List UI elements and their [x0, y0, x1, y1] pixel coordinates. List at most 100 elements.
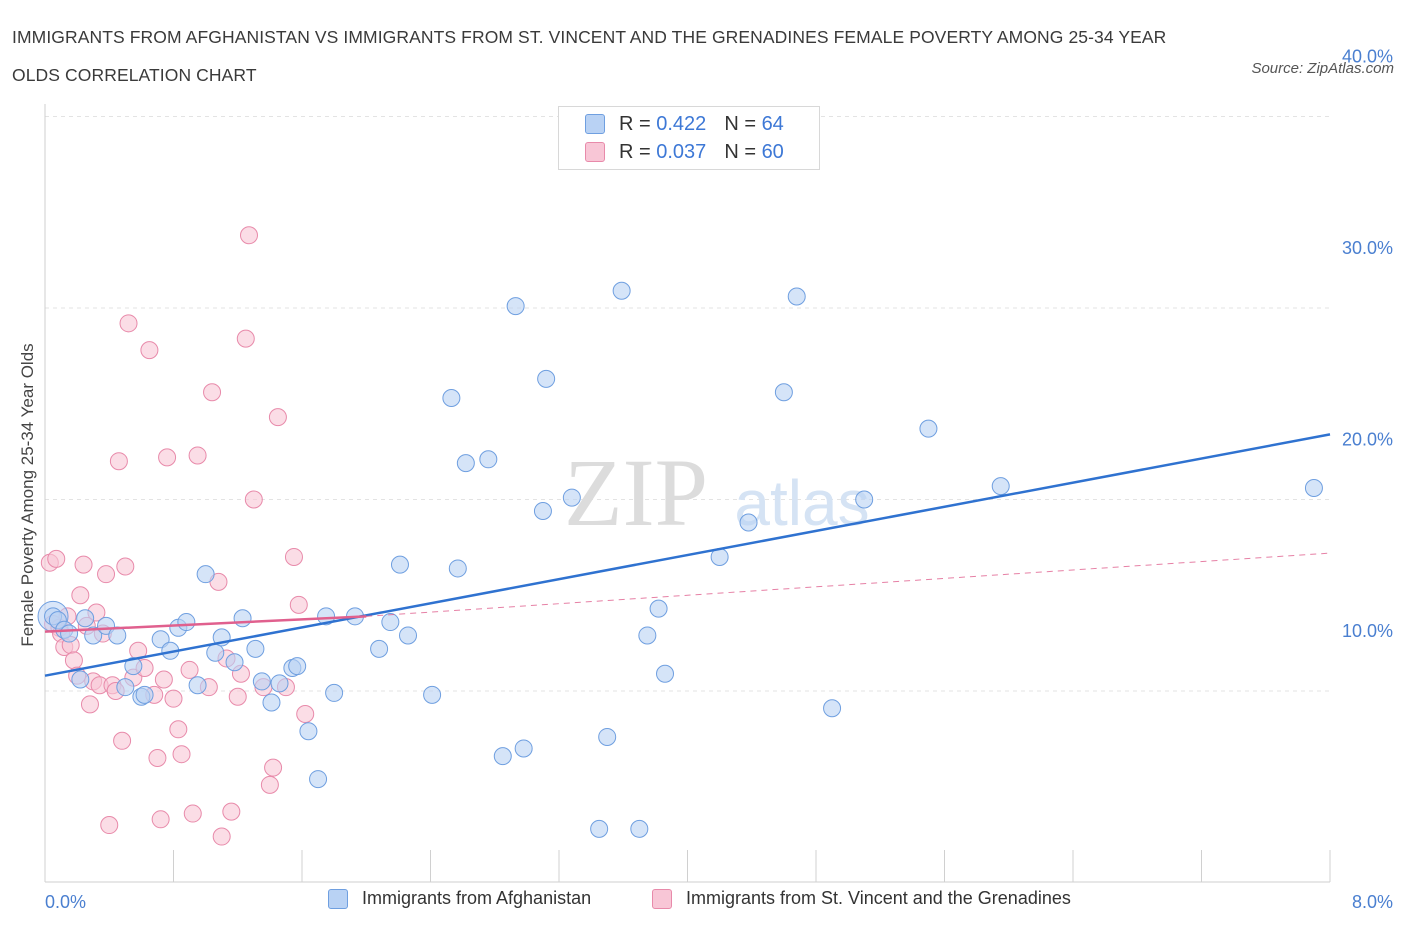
- data-point-st-vincent: [97, 565, 116, 584]
- data-point-afghanistan: [225, 653, 244, 672]
- legend-n-label: N =: [724, 112, 756, 135]
- data-point-st-vincent: [222, 802, 241, 821]
- y-tick-label: 20.0%: [1342, 430, 1393, 450]
- data-point-st-vincent: [169, 720, 188, 739]
- data-point-afghanistan: [630, 819, 649, 838]
- legend-swatch-pink: [585, 142, 605, 162]
- data-point-afghanistan: [206, 643, 225, 662]
- data-point-afghanistan: [124, 657, 143, 676]
- data-point-st-vincent: [64, 651, 83, 670]
- data-point-afghanistan: [649, 599, 668, 618]
- data-point-st-vincent: [109, 452, 128, 471]
- source-label: Source: ZipAtlas.com: [1251, 60, 1394, 77]
- x-tick-label: 0.0%: [45, 892, 86, 912]
- data-point-st-vincent: [71, 586, 90, 605]
- y-tick-label: 10.0%: [1342, 621, 1393, 641]
- data-point-st-vincent: [140, 341, 159, 360]
- legend-r-label: R =: [619, 112, 651, 135]
- data-point-afghanistan: [116, 678, 135, 697]
- data-point-st-vincent: [154, 670, 173, 689]
- data-point-st-vincent: [151, 810, 170, 829]
- legend-n-value: 60: [761, 140, 784, 163]
- data-point-afghanistan: [84, 626, 103, 645]
- data-point-afghanistan: [823, 699, 842, 718]
- trend-line-st-vincent: [44, 615, 367, 633]
- data-point-afghanistan: [381, 613, 400, 632]
- data-point-afghanistan: [423, 685, 442, 704]
- data-point-afghanistan: [299, 722, 318, 741]
- legend-swatch-pink: [652, 888, 672, 909]
- data-point-st-vincent: [264, 758, 283, 777]
- y-tick-labels: 10.0% 20.0% 30.0% 40.0%: [1342, 47, 1393, 642]
- data-point-st-vincent: [289, 595, 308, 614]
- trend-line-afghanistan: [44, 433, 1331, 677]
- data-point-st-vincent: [113, 731, 132, 750]
- data-point-afghanistan: [598, 727, 617, 746]
- grid-lines: [45, 116, 1330, 692]
- legend-r-value: 0.037: [656, 140, 707, 163]
- axes: [44, 104, 1331, 883]
- data-point-st-vincent: [260, 775, 279, 794]
- data-point-afghanistan: [562, 488, 581, 507]
- trend-line-st-vincent-extended: [366, 552, 1331, 617]
- data-point-afghanistan: [448, 559, 467, 578]
- data-point-st-vincent: [74, 555, 93, 574]
- data-point-st-vincent: [158, 448, 177, 467]
- data-point-st-vincent: [100, 816, 119, 835]
- data-point-afghanistan: [399, 626, 418, 645]
- data-point-afghanistan: [188, 676, 207, 695]
- data-point-afghanistan: [514, 739, 533, 758]
- legend-row-st-vincent: R = 0.037 N = 60: [585, 138, 784, 166]
- data-point-afghanistan: [612, 281, 631, 300]
- legend-swatch-blue: [328, 888, 348, 909]
- data-point-afghanistan: [991, 477, 1010, 496]
- legend-row-afghanistan: R = 0.422 N = 64: [585, 110, 784, 138]
- data-point-st-vincent: [284, 547, 303, 566]
- data-point-st-vincent: [236, 329, 255, 348]
- legend-label-afghanistan: Immigrants from Afghanistan: [362, 888, 592, 908]
- chart-title: IMMIGRANTS FROM AFGHANISTAN VS IMMIGRANT…: [12, 27, 1167, 85]
- legend-swatch-blue: [585, 114, 605, 134]
- trend-lines: [44, 433, 1331, 677]
- y-tick-label: 30.0%: [1342, 238, 1393, 258]
- y-tick-label: 40.0%: [1342, 47, 1393, 67]
- x-tick-label: 8.0%: [1352, 892, 1393, 912]
- data-point-afghanistan: [442, 389, 461, 408]
- data-point-afghanistan: [262, 693, 281, 712]
- data-point-afghanistan: [638, 626, 657, 645]
- data-point-afghanistan: [370, 639, 389, 658]
- data-point-afghanistan: [855, 490, 874, 509]
- data-point-afghanistan: [196, 565, 215, 584]
- legend-r-value: 0.422: [656, 112, 707, 135]
- data-point-afghanistan: [317, 607, 336, 626]
- data-point-afghanistan: [151, 630, 170, 649]
- data-point-afghanistan: [1304, 479, 1323, 498]
- x-tick-labels: 0.0% 8.0%: [45, 892, 1393, 912]
- series-st-vincent-points: [40, 226, 315, 846]
- data-point-afghanistan: [533, 501, 552, 520]
- data-point-afghanistan: [76, 609, 95, 628]
- legend-n-value: 64: [761, 112, 784, 135]
- data-point-afghanistan: [71, 670, 90, 689]
- series-afghanistan-points: [37, 281, 1323, 838]
- data-point-afghanistan: [479, 450, 498, 469]
- data-point-afghanistan: [309, 770, 328, 789]
- data-point-st-vincent: [148, 749, 167, 768]
- data-point-st-vincent: [228, 687, 247, 706]
- data-point-afghanistan: [456, 454, 475, 473]
- series-legend: Immigrants from Afghanistan Immigrants f…: [0, 888, 1406, 916]
- legend-item-st-vincent: Immigrants from St. Vincent and the Gren…: [652, 888, 1071, 909]
- data-point-st-vincent: [268, 408, 287, 427]
- data-point-afghanistan: [233, 609, 252, 628]
- data-point-st-vincent: [119, 314, 138, 333]
- correlation-legend: R = 0.422 N = 64 R = 0.037 N = 60: [558, 106, 820, 170]
- data-point-afghanistan: [390, 555, 409, 574]
- data-point-st-vincent: [183, 804, 202, 823]
- legend-item-afghanistan: Immigrants from Afghanistan: [328, 888, 591, 909]
- data-point-afghanistan: [739, 513, 758, 532]
- data-point-afghanistan: [60, 624, 79, 643]
- watermark-zip: ZIP: [564, 439, 708, 546]
- data-point-afghanistan: [270, 674, 289, 693]
- data-point-st-vincent: [296, 704, 315, 723]
